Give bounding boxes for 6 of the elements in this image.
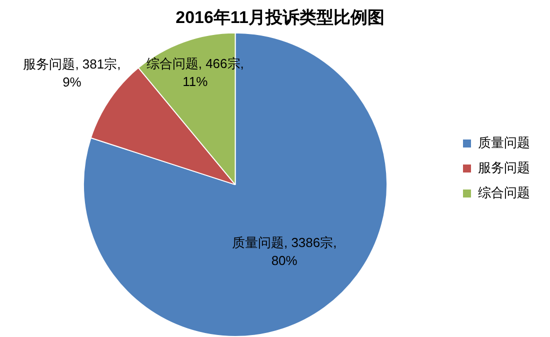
data-label: 质量问题, 3386宗, 80% [232, 234, 337, 268]
chart-title: 2016年11月投诉类型比例图 [176, 8, 384, 27]
data-label: 服务问题, 381宗, 9% [23, 56, 121, 90]
legend-label: 综合问题 [478, 185, 530, 200]
legend-label: 质量问题 [478, 135, 530, 150]
legend-label: 服务问题 [478, 160, 530, 176]
